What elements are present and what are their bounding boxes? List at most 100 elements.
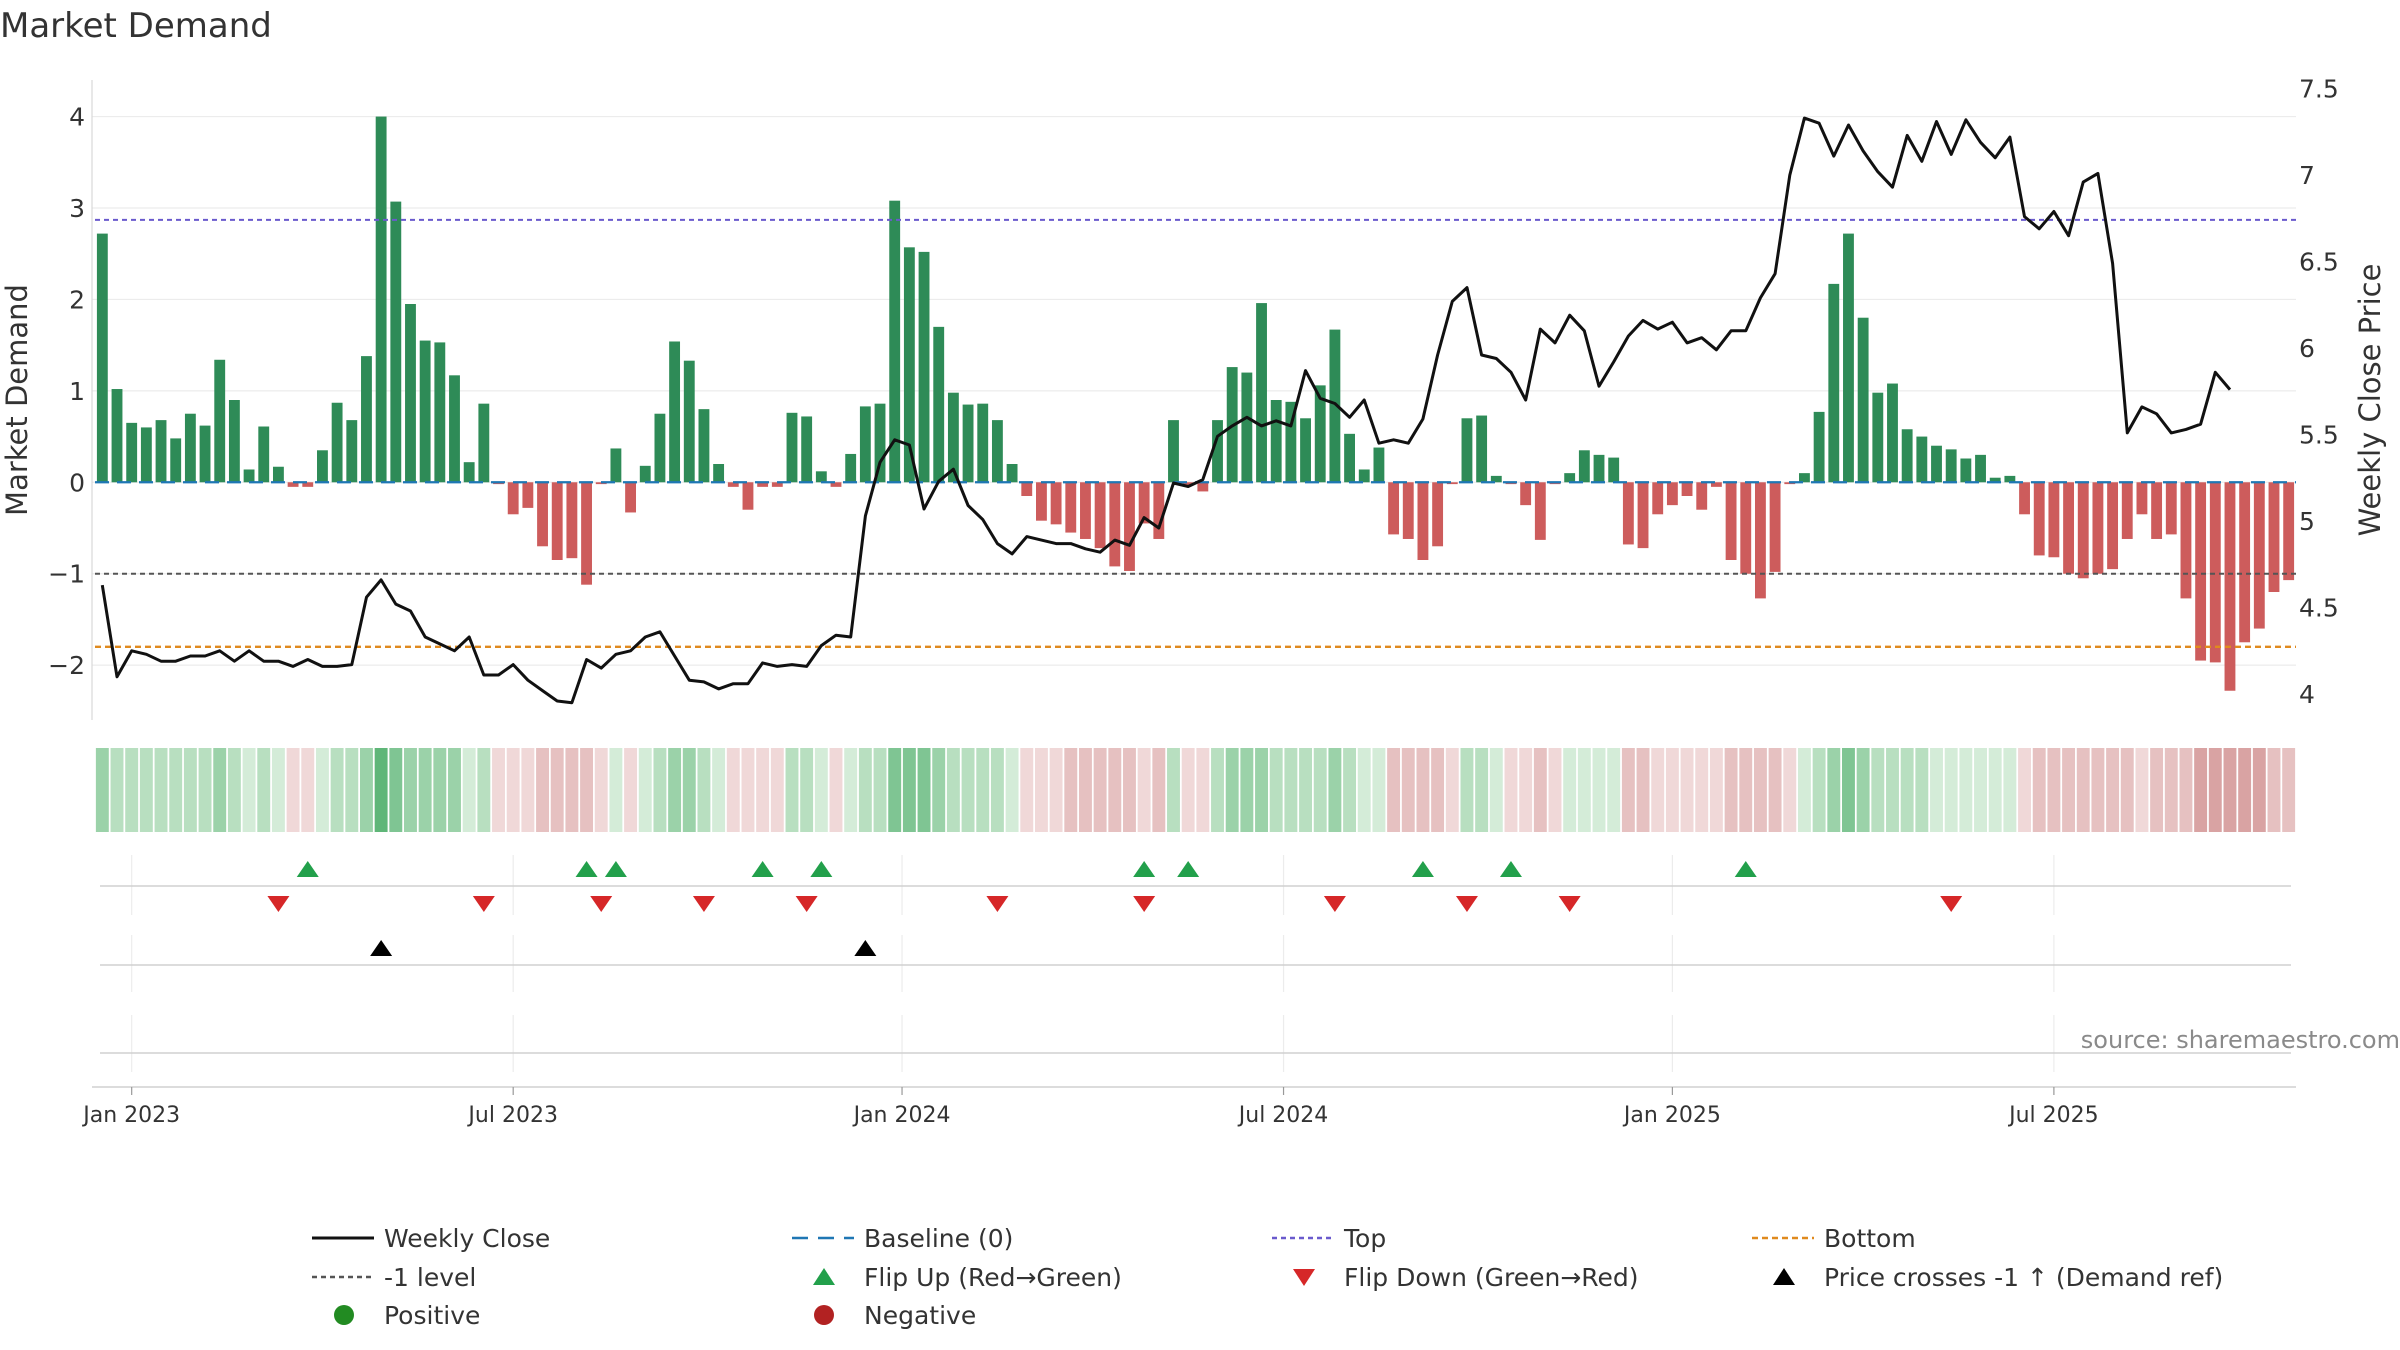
- strip-cell: [624, 748, 638, 832]
- legend-label: Flip Up (Red→Green): [864, 1263, 1122, 1292]
- legend-label: Baseline (0): [864, 1224, 1013, 1253]
- strip-cell: [1695, 748, 1709, 832]
- demand-bar: [1476, 415, 1488, 483]
- strip-cell: [1548, 748, 1562, 832]
- demand-bar: [1637, 482, 1649, 549]
- demand-bar: [1094, 482, 1106, 549]
- strip-cell: [2062, 748, 2076, 832]
- strip-cell: [492, 748, 505, 832]
- strip-cell: [2120, 748, 2134, 832]
- strip-cell: [183, 748, 197, 832]
- demand-bar: [1212, 420, 1223, 483]
- strip-cell: [1930, 748, 1943, 832]
- flip-down-marker: [1455, 896, 1478, 912]
- x-tick-label: Jul 2025: [2007, 1103, 2099, 1128]
- strip-cell: [1475, 748, 1489, 832]
- demand-bar: [140, 427, 152, 483]
- strip-cell: [1078, 748, 1092, 832]
- demand-bar: [419, 340, 431, 483]
- demand-bar: [2136, 482, 2148, 515]
- demand-bar: [1652, 482, 1664, 515]
- strip-cell: [506, 748, 520, 832]
- flip-down-marker: [1558, 896, 1581, 912]
- strip-cell: [1607, 748, 1621, 832]
- demand-bar: [1725, 482, 1737, 560]
- legend-swatch-cross: [1773, 1268, 1795, 1285]
- strip-cell: [1181, 748, 1195, 832]
- y-tick-left: −1: [48, 560, 85, 589]
- y-tick-right: 7.5: [2299, 75, 2339, 104]
- demand-bar: [581, 482, 592, 585]
- flip-up-marker: [575, 861, 598, 877]
- demand-bar: [1432, 482, 1444, 547]
- demand-bar: [96, 233, 108, 483]
- demand-bar: [757, 482, 769, 487]
- strip-cell: [2164, 748, 2178, 832]
- strip-cell: [1284, 748, 1298, 832]
- y-tick-left: 1: [69, 377, 85, 406]
- y-tick-left: 2: [69, 285, 85, 314]
- demand-bar: [1975, 454, 1986, 483]
- strip-cell: [1196, 748, 1210, 832]
- y-tick-right: 7: [2299, 161, 2315, 190]
- strip-cell: [2106, 748, 2120, 832]
- y-tick-left: 4: [69, 103, 85, 132]
- price-cross-marker: [854, 940, 877, 956]
- strip-cell: [1093, 748, 1107, 832]
- demand-bar: [2107, 482, 2119, 570]
- demand-bar: [287, 482, 299, 487]
- demand-bar: [639, 465, 651, 483]
- strip-cell: [961, 748, 975, 832]
- legend-swatch-negative: [814, 1305, 834, 1325]
- demand-bar: [1314, 385, 1326, 483]
- y-tick-left: 0: [69, 468, 85, 497]
- flip-up-marker: [810, 861, 833, 877]
- flip-down-marker: [472, 896, 495, 912]
- demand-bar: [507, 482, 519, 515]
- demand-bar: [2180, 482, 2192, 599]
- demand-bar: [2209, 482, 2221, 663]
- flip-up-marker: [1411, 861, 1434, 877]
- strip-cell: [125, 748, 139, 832]
- legend-label: Bottom: [1824, 1224, 1916, 1253]
- demand-bar: [742, 482, 754, 510]
- demand-bar: [962, 404, 974, 483]
- demand-bar: [2195, 482, 2207, 661]
- demand-bar: [405, 304, 416, 483]
- demand-bar: [1388, 482, 1400, 535]
- strip-cell: [976, 748, 990, 832]
- strip-cell: [315, 748, 329, 832]
- demand-bar: [1138, 482, 1150, 524]
- strip-cell: [990, 748, 1004, 832]
- strip-cell: [726, 748, 740, 832]
- strip-cell: [404, 748, 417, 832]
- flip-up-marker: [1177, 861, 1200, 877]
- demand-bar: [1490, 475, 1502, 483]
- demand-heat-strip: [95, 748, 2296, 832]
- strip-cell: [682, 748, 696, 832]
- flip-down-marker: [986, 896, 1009, 912]
- demand-bar: [111, 389, 123, 483]
- flip-markers-panel: [100, 855, 2291, 915]
- strip-cell: [873, 748, 887, 832]
- strip-cell: [1533, 748, 1547, 832]
- flip-up-marker: [604, 861, 627, 877]
- strip-cell: [1519, 748, 1533, 832]
- demand-bar: [2253, 482, 2265, 629]
- strip-cell: [1886, 748, 1899, 832]
- demand-bar: [1270, 400, 1282, 483]
- strip-cell: [1328, 748, 1342, 832]
- strip-cell: [814, 748, 828, 832]
- y-tick-right: 5: [2299, 507, 2315, 536]
- demand-bar: [1168, 420, 1179, 483]
- demand-bar: [1461, 418, 1473, 483]
- demand-bar: [1065, 482, 1077, 533]
- strip-cell: [2150, 748, 2164, 832]
- demand-bar: [1344, 433, 1355, 483]
- strip-cell: [1959, 748, 1973, 832]
- strip-cell: [2076, 748, 2090, 832]
- strip-cell: [550, 748, 564, 832]
- strip-cell: [712, 748, 726, 832]
- demand-bar: [903, 247, 915, 483]
